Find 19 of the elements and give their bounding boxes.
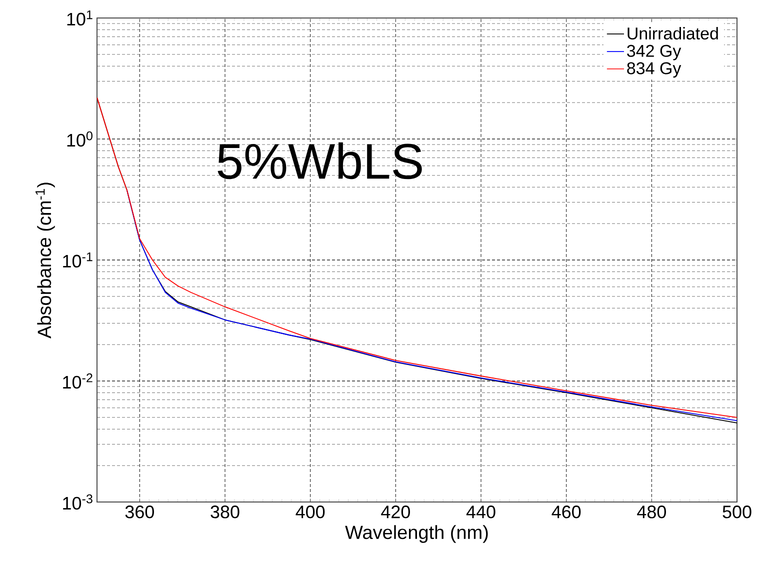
x-axis-title: Wavelength (nm) bbox=[345, 525, 488, 543]
y-axis-title: Absorbance (cm$^{-1}$) bbox=[36, 182, 55, 338]
legend-label: Unirradiated bbox=[628, 27, 718, 40]
x-tick-label: 360 bbox=[125, 506, 154, 518]
y-tick-label: 10$^{1}$ bbox=[67, 10, 92, 26]
x-tick-label: 400 bbox=[296, 506, 325, 518]
x-tick-label: 440 bbox=[466, 506, 496, 518]
legend-label: 834 Gy bbox=[627, 62, 682, 78]
y-tick-label: 10$^{-3}$ bbox=[63, 494, 92, 510]
y-tick-label: 10$^{0}$ bbox=[67, 131, 92, 147]
x-tick-label: 380 bbox=[210, 506, 240, 518]
annotation: 5%WbLS bbox=[218, 142, 422, 180]
x-tick-label: 480 bbox=[637, 506, 666, 518]
x-tick-label: 420 bbox=[381, 506, 410, 518]
legend-label: 342 Gy bbox=[627, 44, 682, 60]
y-tick-label: 10$^{-1}$ bbox=[63, 252, 92, 268]
x-tick-label: 460 bbox=[552, 506, 581, 518]
y-tick-label: 10$^{-2}$ bbox=[63, 373, 92, 389]
x-tick-label: 500 bbox=[722, 506, 752, 518]
